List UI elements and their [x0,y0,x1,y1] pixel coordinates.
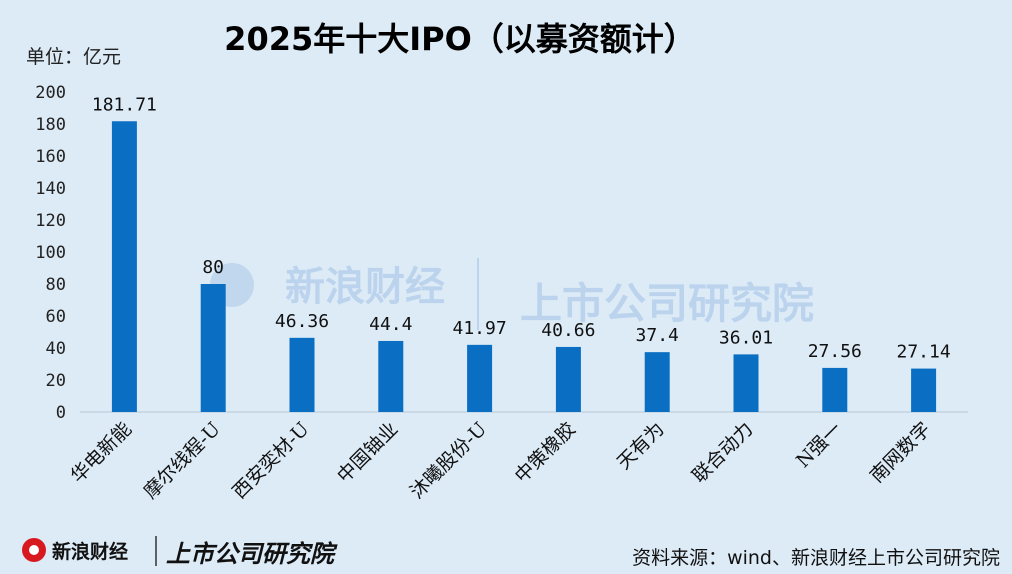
data-label: 80 [202,257,224,278]
y-tick-label: 200 [35,83,66,103]
y-tick-label: 80 [46,275,66,295]
x-tick-label: 摩尔线程-U [140,418,225,503]
y-tick-label: 20 [46,371,66,391]
data-label: 40.66 [541,320,595,341]
x-tick-label: 中策橡胶 [511,418,580,487]
x-tick-label: 联合动力 [688,418,757,487]
y-tick-label: 120 [35,211,66,231]
y-axis: 0 20 40 60 80 100 120 140 160 180 200 [35,83,968,423]
data-label: 37.4 [636,325,679,346]
bar [733,354,759,412]
y-tick-label: 0 [56,403,66,423]
x-tick-label: 西安奕材-U [228,418,313,503]
data-label: 46.36 [275,311,329,332]
x-tick-label: 沐曦股份-U [406,418,491,503]
bar [822,367,848,412]
watermark-brand: 新浪财经 [285,264,445,310]
footer-logo: 新浪财经 上市公司研究院 [22,536,338,568]
y-tick-label: 180 [35,115,66,135]
y-tick-label: 100 [35,243,66,263]
x-tick-label: 南网数字 [866,418,935,487]
data-label: 36.01 [719,327,773,348]
y-tick-label: 160 [35,147,66,167]
watermark-institute: 上市公司研究院 [520,279,814,328]
data-label: 181.71 [92,94,157,115]
bar [911,368,937,412]
watermark: 新浪财经 上市公司研究院 [210,258,814,330]
data-label: 41.97 [453,318,507,339]
data-label: 27.56 [808,341,862,362]
bar [555,346,581,412]
x-tick-label: 中国铀业 [333,418,402,487]
unit-label: 单位：亿元 [26,46,122,68]
x-axis-labels: 华电新能 摩尔线程-U 西安奕材-U 中国铀业 沐曦股份-U 中策橡胶 天有为 联合动力 N强一… [67,418,936,503]
value-labels: 181.71 80 46.36 44.4 41.97 40.66 37.4 36.01 27.5… [92,94,951,362]
data-label: 44.4 [369,314,412,335]
bar [378,340,404,412]
y-tick-label: 60 [46,307,66,327]
y-tick-label: 40 [46,339,66,359]
bar [200,284,226,412]
bar [467,344,493,412]
data-label: 27.14 [897,342,951,363]
source-note: 资料来源：wind、新浪财经上市公司研究院 [632,547,1000,569]
x-tick-label: N强一 [792,418,846,472]
footer-institute: 上市公司研究院 [166,540,338,568]
bars [111,121,937,412]
y-tick-label: 140 [35,179,66,199]
x-tick-label: 天有为 [613,418,669,474]
x-tick-label: 华电新能 [67,418,136,487]
bar [289,337,315,412]
bar [111,121,137,412]
chart-title: 2025年十大IPO（以募资额计） [224,20,696,58]
footer-brand: 新浪财经 [52,540,128,563]
bar [644,352,670,412]
sina-eye-pupil-icon [29,545,39,555]
